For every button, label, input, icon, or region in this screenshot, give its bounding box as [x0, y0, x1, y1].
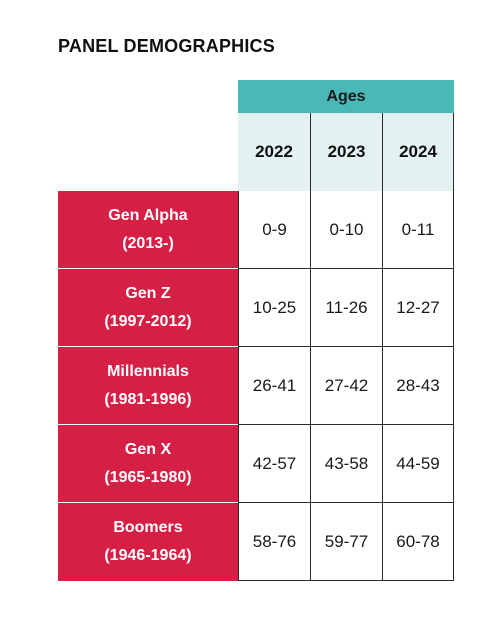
age-cell: 0-10 — [310, 191, 382, 269]
year-header-2023: 2023 — [310, 113, 382, 191]
age-cell: 42-57 — [238, 425, 310, 503]
demographics-table: Ages 2022 2023 2024 Gen Alpha (2013-) 0-… — [58, 80, 454, 581]
generation-range: (1965-1980) — [104, 468, 192, 486]
age-cell: 11-26 — [310, 269, 382, 347]
age-cell: 0-11 — [382, 191, 454, 269]
generation-range: (1997-2012) — [104, 312, 192, 330]
generation-range: (1981-1996) — [104, 390, 192, 408]
age-cell: 26-41 — [238, 347, 310, 425]
generation-label: Gen Z (1997-2012) — [58, 269, 238, 347]
year-header-2024: 2024 — [382, 113, 454, 191]
age-cell: 43-58 — [310, 425, 382, 503]
generation-name: Gen Z — [125, 284, 171, 302]
year-header-2022: 2022 — [238, 113, 310, 191]
ages-header: Ages — [238, 80, 454, 113]
age-cell: 12-27 — [382, 269, 454, 347]
generation-range: (2013-) — [122, 234, 174, 252]
generation-label: Millennials (1981-1996) — [58, 347, 238, 425]
age-cell: 59-77 — [310, 503, 382, 581]
generation-name: Gen Alpha — [108, 206, 188, 224]
generation-name: Boomers — [113, 519, 183, 536]
age-cell: 10-25 — [238, 269, 310, 347]
age-cell: 28-43 — [382, 347, 454, 425]
age-cell: 0-9 — [238, 191, 310, 269]
generation-name: Millennials — [107, 362, 189, 380]
generation-label: Gen Alpha (2013-) — [58, 191, 238, 269]
age-cell: 58-76 — [238, 503, 310, 581]
age-cell: 60-78 — [382, 503, 454, 581]
generation-name: Gen X — [124, 440, 172, 458]
age-cell: 44-59 — [382, 425, 454, 503]
generation-label: Gen X (1965-1980) — [58, 425, 238, 503]
generation-range: (1946-1964) — [104, 547, 192, 564]
age-cell: 27-42 — [310, 347, 382, 425]
page-title: PANEL DEMOGRAPHICS — [58, 36, 275, 56]
generation-label: Boomers (1946-1964) — [58, 503, 238, 581]
